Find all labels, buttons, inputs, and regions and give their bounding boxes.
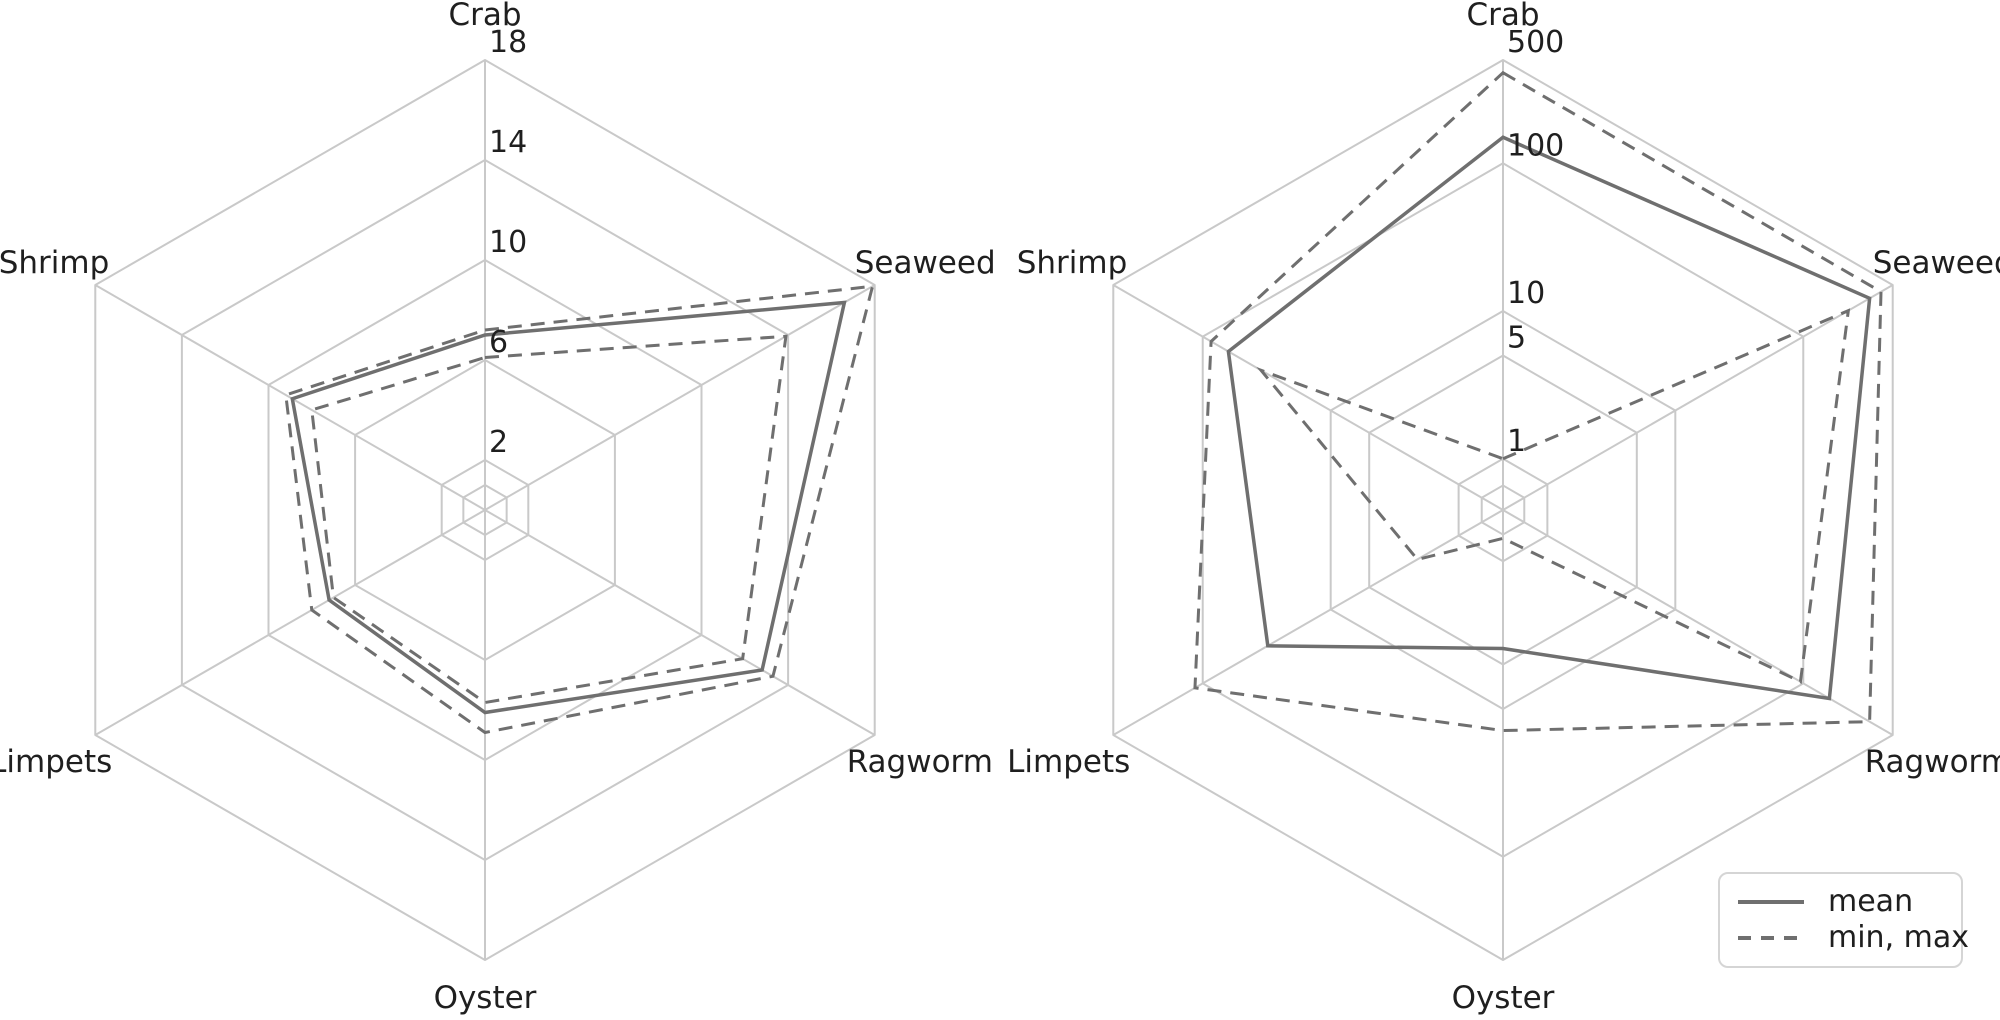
axis-label-seaweed: Seaweed — [855, 245, 996, 281]
mean-polygon — [290, 300, 847, 715]
max-polygon — [1193, 70, 1883, 733]
axis-spoke — [1502, 284, 1894, 511]
axis-label-seaweed: Seaweed — [1873, 245, 2000, 281]
min-polygon — [1256, 308, 1851, 684]
axis-label-limpets: Limpets — [0, 744, 112, 780]
tick-label: 2 — [489, 425, 508, 460]
dashed-line-sample-icon — [1738, 936, 1804, 941]
axis-label-crab: Crab — [448, 0, 521, 33]
legend-item-min-max: min, max — [1738, 923, 1969, 953]
tick-label: 18 — [489, 25, 527, 60]
min-polygon — [310, 334, 788, 705]
tick-label: 100 — [1507, 128, 1564, 163]
grid-hexagon — [1480, 484, 1526, 536]
grid-hexagon — [180, 159, 790, 861]
axis-spoke — [484, 509, 876, 736]
grid-hexagon — [1329, 310, 1677, 710]
grid-hexagon — [94, 59, 876, 961]
axis-label-limpets: Limpets — [1007, 744, 1130, 780]
axis-spoke — [484, 284, 876, 511]
legend-label-min-max: min, max — [1828, 920, 1970, 956]
grid-hexagon — [1457, 457, 1549, 563]
grid-hexagon — [354, 359, 616, 661]
axis-label-oyster: Oyster — [1452, 980, 1555, 1016]
axis-label-shrimp: Shrimp — [0, 245, 109, 281]
tick-label: 1 — [1507, 424, 1526, 459]
axis-label-crab: Crab — [1466, 0, 1539, 33]
legend-label-mean: mean — [1828, 883, 1914, 919]
solid-line-sample-icon — [1738, 899, 1804, 904]
legend: mean min, max — [1718, 872, 1969, 968]
grid-hexagon — [1368, 354, 1638, 666]
grid-hexagon — [440, 459, 530, 561]
mean-polygon — [1226, 135, 1872, 701]
axis-label-ragworm: Ragworm — [847, 744, 993, 780]
axis-spoke — [1502, 509, 1894, 736]
grid-hexagon — [267, 259, 703, 761]
axis-label-oyster: Oyster — [434, 980, 537, 1016]
axis-spoke — [1112, 284, 1504, 511]
max-polygon — [284, 284, 875, 735]
tick-label: 5 — [1507, 320, 1526, 355]
legend-item-mean: mean — [1738, 883, 1943, 919]
axis-spoke — [94, 284, 486, 511]
tick-label: 14 — [489, 125, 527, 160]
tick-label: 6 — [489, 325, 508, 360]
grid-hexagon — [1112, 59, 1894, 961]
tick-label: 10 — [489, 225, 527, 260]
grid-hexagon — [462, 484, 508, 536]
axis-spoke — [1112, 509, 1504, 736]
axis-label-shrimp: Shrimp — [1017, 245, 1128, 281]
tick-label: 10 — [1507, 276, 1545, 311]
axis-label-ragworm: Ragworm — [1865, 744, 2000, 780]
tick-label: 500 — [1507, 25, 1564, 60]
grid-hexagon — [1201, 162, 1805, 858]
axis-spoke — [94, 509, 486, 736]
